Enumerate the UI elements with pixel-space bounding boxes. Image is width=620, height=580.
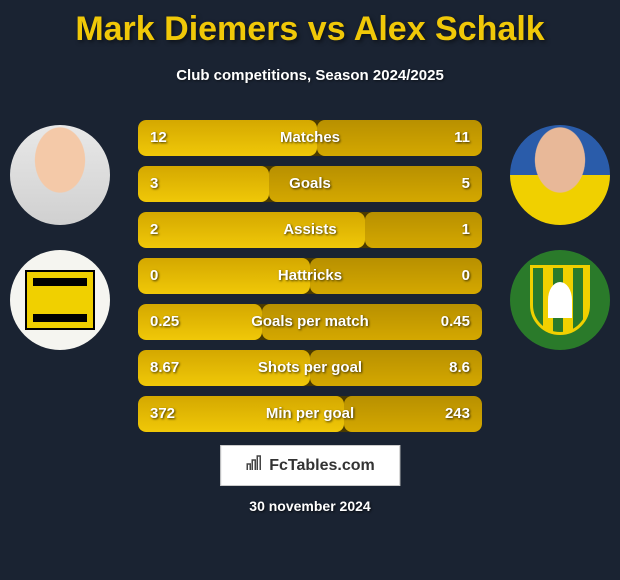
stat-label: Min per goal: [138, 396, 482, 432]
stat-label: Goals per match: [138, 304, 482, 340]
subtitle: Club competitions, Season 2024/2025: [0, 67, 620, 84]
stat-right-value: 0.45: [441, 304, 470, 340]
page-title: Mark Diemers vs Alex Schalk: [0, 0, 620, 49]
branding-badge: FcTables.com: [220, 445, 400, 486]
stats-bars: 12Matches11 3Goals5 2Assists1 0Hattricks0 0.…: [138, 120, 482, 442]
stat-label: Goals: [138, 166, 482, 202]
stat-right-value: 11: [454, 120, 470, 156]
club-left-logo: [10, 250, 110, 350]
stat-row: 8.67Shots per goal8.6: [138, 350, 482, 386]
stat-label: Shots per goal: [138, 350, 482, 386]
avatar-face-icon: [510, 125, 610, 225]
chart-icon: [245, 454, 263, 477]
stat-label: Assists: [138, 212, 482, 248]
club-right-logo: [510, 250, 610, 350]
player-right-avatar: [510, 125, 610, 225]
stat-right-value: 0: [462, 258, 470, 294]
stat-right-value: 1: [462, 212, 470, 248]
club-crest-icon: [25, 270, 95, 330]
club-crest-icon: [530, 265, 590, 335]
stat-right-value: 8.6: [449, 350, 470, 386]
avatar-face-icon: [10, 125, 110, 225]
stat-row: 2Assists1: [138, 212, 482, 248]
branding-text: FcTables.com: [269, 457, 375, 475]
stat-label: Hattricks: [138, 258, 482, 294]
stat-row: 12Matches11: [138, 120, 482, 156]
stat-right-value: 243: [445, 396, 470, 432]
date-text: 30 november 2024: [0, 498, 620, 514]
stat-row: 3Goals5: [138, 166, 482, 202]
stat-right-value: 5: [462, 166, 470, 202]
stat-row: 0.25Goals per match0.45: [138, 304, 482, 340]
player-left-avatar: [10, 125, 110, 225]
stat-row: 372Min per goal243: [138, 396, 482, 432]
stat-label: Matches: [138, 120, 482, 156]
stat-row: 0Hattricks0: [138, 258, 482, 294]
